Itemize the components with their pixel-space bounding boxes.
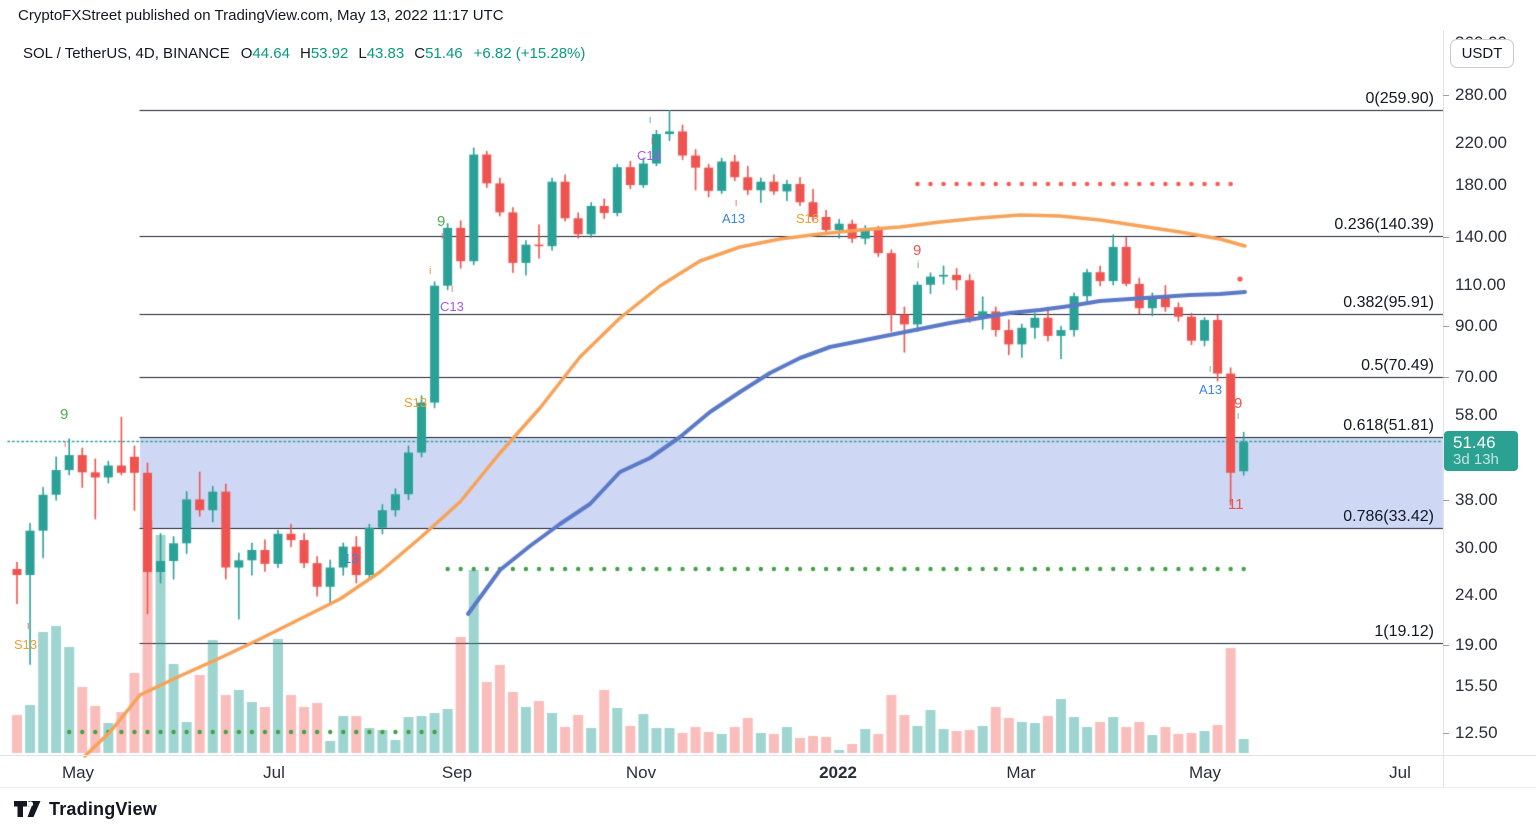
price-axis-tick xyxy=(1443,237,1449,238)
price-axis-label: 280.00 xyxy=(1455,85,1507,104)
time-axis-label: Nov xyxy=(625,763,657,782)
tradingview-logo-icon xyxy=(14,801,41,817)
symbol-title[interactable]: SOL / TetherUS, 4D, BINANCE xyxy=(23,45,230,62)
td-label: I xyxy=(1237,412,1240,421)
price-axis-label: 12.50 xyxy=(1455,723,1498,742)
td-label: I xyxy=(810,200,813,209)
price-axis-label: 15.50 xyxy=(1455,676,1498,695)
time-axis-label: 2022 xyxy=(819,763,857,782)
price-axis-label: 140.00 xyxy=(1455,227,1507,246)
change-value: +6.82 (+15.28%) xyxy=(473,45,586,62)
price-axis-separator xyxy=(1443,30,1444,787)
last-price-tag: 51.46 3d 13h xyxy=(1444,431,1518,471)
td-label: 9 xyxy=(913,242,922,259)
ohlc-values: O44.64 H53.92 L43.83 C51.46 xyxy=(241,45,463,62)
widget-bottom-border xyxy=(0,787,1536,788)
price-axis-label: 70.00 xyxy=(1455,367,1498,386)
price-axis-tick xyxy=(1443,645,1449,646)
td-label: A13 xyxy=(722,211,746,226)
td-label: 9 xyxy=(60,406,69,423)
ohlc-item: O44.64 xyxy=(241,45,290,62)
price-axis-label: 58.00 xyxy=(1455,405,1498,424)
price-axis-label: 180.00 xyxy=(1455,175,1507,194)
price-axis-label: 38.00 xyxy=(1455,490,1498,509)
td-label: I xyxy=(649,116,652,125)
fib-level-label: 0(259.90) xyxy=(1365,90,1435,107)
price-axis-label: 30.00 xyxy=(1455,538,1498,557)
td-label: 13 xyxy=(344,551,359,566)
last-price-value: 51.46 xyxy=(1453,433,1496,453)
td-label: I xyxy=(735,199,738,208)
td-label: S13 xyxy=(14,637,38,652)
price-axis-tick xyxy=(1443,500,1449,501)
td-label: I xyxy=(451,285,454,294)
ohlc-key: C xyxy=(414,45,426,62)
chart-legend: SOL / TetherUS, 4D, BINANCE O44.64 H53.92… xyxy=(23,45,585,62)
td-label: 11 xyxy=(1228,496,1244,513)
ohlc-item: H53.92 xyxy=(300,45,348,62)
price-axis-label: 220.00 xyxy=(1455,133,1507,152)
price-axis-tick xyxy=(1443,377,1449,378)
td-label: 9 xyxy=(437,213,446,230)
fib-level-label: 0.382(95.91) xyxy=(1343,294,1434,311)
td-label: i xyxy=(917,260,920,271)
price-axis-tick xyxy=(1443,95,1449,96)
td-label: I xyxy=(651,137,654,146)
time-axis-label: May xyxy=(61,763,95,782)
ohlc-value: 44.64 xyxy=(252,45,290,62)
td-label: i xyxy=(429,265,432,277)
price-axis-label: 19.00 xyxy=(1455,635,1498,654)
price-axis-label: 90.00 xyxy=(1455,316,1498,335)
tradingview-logo[interactable]: TradingView xyxy=(14,799,157,820)
time-axis-label: Mar xyxy=(1006,763,1036,782)
ohlc-item: L43.83 xyxy=(358,45,404,62)
price-axis-label: 110.00 xyxy=(1455,275,1506,294)
td-label: C13 xyxy=(637,148,661,163)
price-axis-tick xyxy=(1443,733,1449,734)
ohlc-value: 51.46 xyxy=(425,45,463,62)
fib-level-label: 0.5(70.49) xyxy=(1361,357,1434,374)
fib-level-label: 1(19.12) xyxy=(1374,623,1434,640)
price-axis-label: 24.00 xyxy=(1455,585,1498,604)
fib-level-label: 0.786(33.42) xyxy=(1343,508,1434,525)
time-axis-label: Jul xyxy=(263,763,285,782)
time-axis-label: May xyxy=(1188,763,1222,782)
fib-level-label: 0.618(51.81) xyxy=(1343,417,1434,434)
td-label: A13 xyxy=(1199,382,1223,397)
ohlc-value: 53.92 xyxy=(310,45,349,62)
ohlc-key: O xyxy=(240,45,253,62)
td-label: S13 xyxy=(404,395,428,410)
currency-toggle-button[interactable]: USDT xyxy=(1450,39,1514,68)
price-axis-tick xyxy=(1443,326,1449,327)
td-label: I xyxy=(1209,365,1212,374)
tradingview-logo-text: TradingView xyxy=(49,799,157,819)
td-label: S13 xyxy=(796,211,820,226)
ohlc-key: L xyxy=(358,45,367,62)
ohlc-key: H xyxy=(299,45,311,62)
time-axis-label: Sep xyxy=(441,763,473,782)
time-axis-separator xyxy=(0,755,1536,756)
td-label: I xyxy=(441,232,444,241)
ohlc-item: C51.46 xyxy=(414,45,462,62)
td-label: I xyxy=(27,622,30,631)
td-label: C13 xyxy=(440,299,464,314)
td-label: 9 xyxy=(1234,395,1243,412)
time-axis-label: Jul xyxy=(1389,763,1411,782)
ohlc-value: 43.83 xyxy=(366,45,405,62)
bar-countdown: 3d 13h xyxy=(1453,451,1499,469)
td-label: I xyxy=(64,440,67,449)
fib-level-label: 0.236(140.39) xyxy=(1334,216,1434,233)
